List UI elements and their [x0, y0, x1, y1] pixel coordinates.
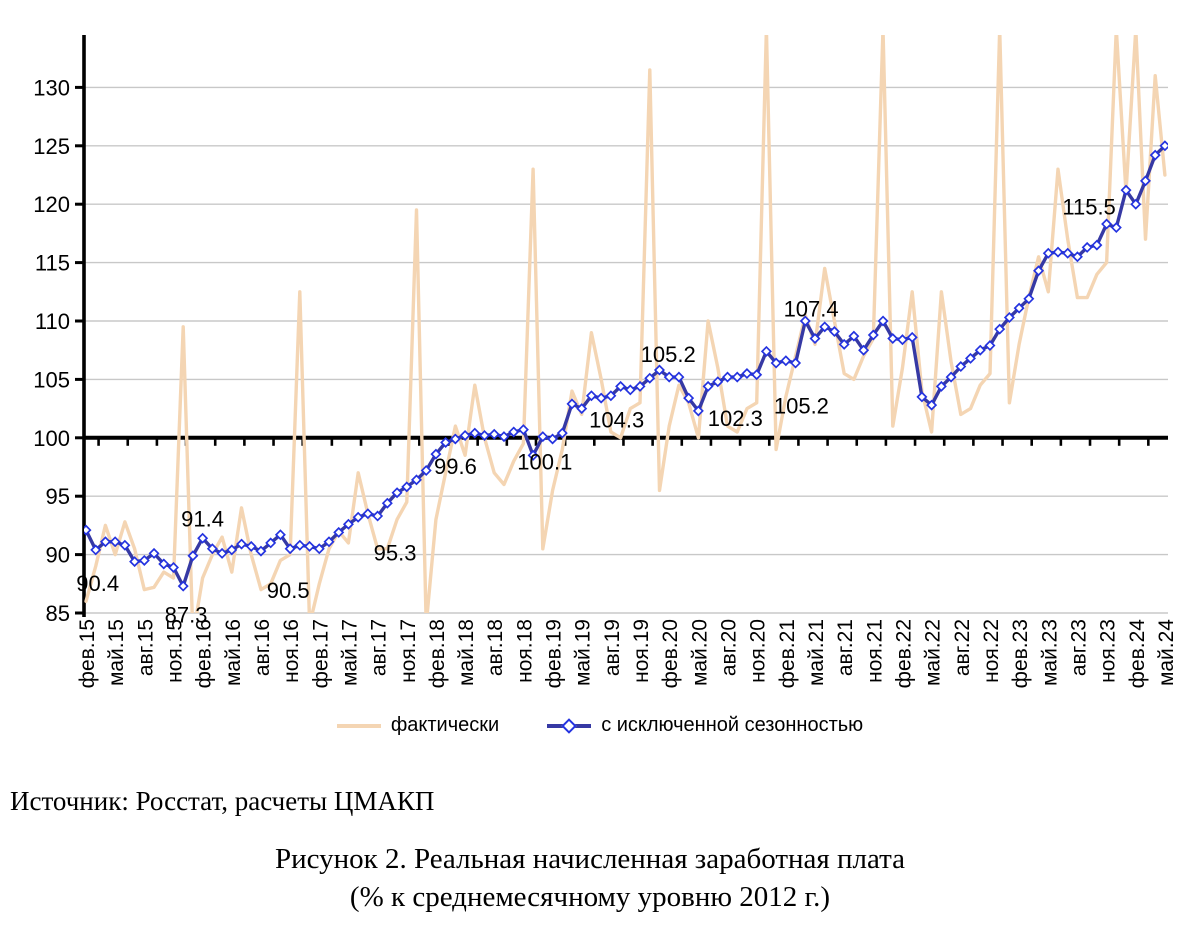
- svg-text:фев.19: фев.19: [543, 619, 566, 688]
- svg-text:авг.20: авг.20: [718, 619, 741, 676]
- svg-text:100: 100: [33, 426, 70, 451]
- svg-text:90: 90: [46, 543, 70, 568]
- svg-text:авг.21: авг.21: [834, 619, 857, 676]
- seasonally-adjusted-series-swatch: [547, 717, 592, 734]
- svg-text:фев.20: фев.20: [659, 619, 682, 688]
- svg-text:ноя.23: ноя.23: [1097, 619, 1120, 683]
- svg-text:авг.19: авг.19: [601, 619, 624, 676]
- svg-text:107.4: 107.4: [784, 296, 839, 321]
- svg-text:авг.16: авг.16: [251, 619, 274, 676]
- svg-text:100.1: 100.1: [517, 449, 572, 474]
- svg-text:фев.18: фев.18: [426, 619, 449, 688]
- svg-text:125: 125: [33, 134, 70, 159]
- figure-caption-line1: Рисунок 2. Реальная начисленная заработн…: [274, 843, 906, 875]
- svg-text:май.15: май.15: [105, 619, 128, 686]
- svg-text:ноя.18: ноя.18: [513, 619, 536, 683]
- legend-label-seasonally-adjusted: с исключенной сезонностью: [601, 714, 864, 736]
- figure-caption: Рисунок 2. Реальная начисленная заработн…: [0, 840, 1180, 916]
- svg-text:май.19: май.19: [572, 619, 595, 686]
- svg-text:105.2: 105.2: [641, 342, 696, 367]
- svg-text:авг.22: авг.22: [951, 619, 974, 676]
- svg-text:90.5: 90.5: [267, 578, 310, 603]
- svg-text:99.6: 99.6: [434, 454, 477, 479]
- chart-legend: фактически с исключенной сезонностью: [0, 714, 1200, 737]
- legend-item-actual: фактически: [336, 714, 500, 737]
- svg-text:ноя.20: ноя.20: [747, 619, 770, 683]
- svg-text:130: 130: [33, 75, 70, 100]
- svg-text:ноя.16: ноя.16: [280, 619, 303, 683]
- svg-text:авг.17: авг.17: [368, 619, 391, 676]
- svg-text:85: 85: [46, 601, 70, 626]
- svg-text:май.17: май.17: [338, 619, 361, 686]
- svg-text:май.23: май.23: [1038, 619, 1061, 686]
- svg-text:105.2: 105.2: [774, 393, 829, 418]
- svg-text:май.21: май.21: [805, 619, 828, 686]
- legend-label-actual: фактически: [390, 714, 500, 736]
- diamond-marker-icon: [561, 717, 577, 734]
- svg-text:фев.22: фев.22: [893, 619, 916, 688]
- svg-text:фев.15: фев.15: [76, 619, 99, 688]
- svg-text:фев.24: фев.24: [1126, 619, 1149, 689]
- svg-text:120: 120: [33, 192, 70, 217]
- svg-text:ноя.15: ноя.15: [164, 619, 187, 683]
- svg-text:авг.18: авг.18: [484, 619, 507, 676]
- svg-text:110: 110: [35, 309, 70, 334]
- svg-text:90.4: 90.4: [76, 571, 119, 596]
- svg-text:ноя.17: ноя.17: [397, 619, 420, 683]
- svg-text:май.22: май.22: [922, 619, 945, 686]
- svg-text:май.24: май.24: [1155, 619, 1178, 686]
- svg-text:авг.23: авг.23: [1067, 619, 1090, 676]
- svg-text:ноя.22: ноя.22: [980, 619, 1003, 683]
- svg-text:87.3: 87.3: [165, 602, 208, 627]
- svg-text:104.3: 104.3: [589, 407, 644, 432]
- svg-text:ноя.19: ноя.19: [630, 619, 653, 683]
- svg-text:95: 95: [46, 484, 70, 509]
- wage-chart: 90.4 87.3 91.4 90.5 95.3 99.6 100.1 104.3 105.2 1…: [33, 35, 1178, 689]
- svg-text:115: 115: [35, 251, 70, 276]
- svg-text:105: 105: [33, 367, 70, 392]
- actual-series-swatch: [336, 723, 381, 728]
- legend-item-seasonally-adjusted: с исключенной сезонностью: [547, 714, 863, 737]
- svg-text:фев.16: фев.16: [193, 619, 216, 688]
- svg-text:91.4: 91.4: [181, 507, 224, 532]
- svg-text:май.18: май.18: [455, 619, 478, 686]
- svg-text:ноя.21: ноя.21: [863, 619, 886, 683]
- figure-caption-line2: (% к среднемесячному уровню 2012 г.): [349, 881, 831, 913]
- svg-text:фев.23: фев.23: [1009, 619, 1032, 688]
- source-note: Источник: Росстат, расчеты ЦМАКП: [10, 786, 435, 816]
- svg-text:115.5: 115.5: [1062, 195, 1115, 220]
- svg-text:май.16: май.16: [222, 619, 245, 686]
- svg-text:фев.21: фев.21: [776, 619, 799, 688]
- svg-text:май.20: май.20: [688, 619, 711, 686]
- svg-text:102.3: 102.3: [708, 406, 763, 431]
- svg-text:95.3: 95.3: [374, 540, 417, 565]
- svg-text:авг.15: авг.15: [134, 619, 157, 676]
- svg-text:фев.17: фев.17: [309, 619, 332, 688]
